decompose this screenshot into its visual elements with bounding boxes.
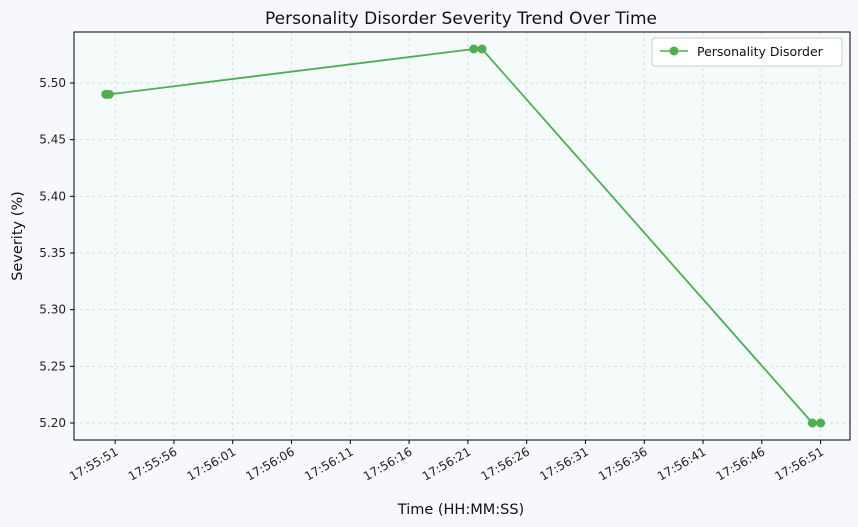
plot-frame xyxy=(73,31,851,441)
data-point xyxy=(816,418,826,428)
x-axis: 17:55:51 17:55:56 17:56:01 17:56:06 17:56:11… xyxy=(67,440,826,484)
y-tick-label: 5.35 xyxy=(39,246,66,260)
x-tick-label: 17:55:56 xyxy=(126,444,180,483)
y-axis: 5.20 5.25 5.30 5.35 5.40 5.45 5.50 xyxy=(39,76,74,430)
legend-label: Personality Disorder xyxy=(697,44,824,59)
x-tick-label: 17:56:31 xyxy=(537,444,591,483)
x-tick-label: 17:56:36 xyxy=(596,444,650,483)
x-tick-label: 17:56:26 xyxy=(478,444,532,483)
x-axis-title: Time (HH:MM:SS) xyxy=(397,502,524,518)
data-point xyxy=(477,44,487,54)
grid xyxy=(74,32,850,440)
y-tick-label: 5.30 xyxy=(39,303,66,317)
x-tick-label: 17:56:46 xyxy=(714,444,768,483)
data-point xyxy=(104,89,114,99)
series-layer xyxy=(101,44,826,428)
legend: Personality Disorder xyxy=(651,37,843,67)
y-tick-label: 5.45 xyxy=(39,133,66,147)
x-tick-label: 17:56:51 xyxy=(772,444,826,483)
y-tick-label: 5.40 xyxy=(39,189,66,203)
x-tick-label: 17:56:06 xyxy=(243,444,297,483)
plot-area xyxy=(74,32,850,440)
chart-title: Personality Disorder Severity Trend Over… xyxy=(265,9,657,29)
x-tick-label: 17:55:51 xyxy=(67,444,121,483)
x-tick-label: 17:56:41 xyxy=(655,444,709,483)
legend-box xyxy=(651,37,843,67)
x-tick-label: 17:56:16 xyxy=(361,444,415,483)
y-tick-label: 5.50 xyxy=(39,76,66,90)
y-tick-label: 5.25 xyxy=(39,359,66,373)
data-point xyxy=(469,44,479,54)
data-point xyxy=(807,418,817,428)
x-tick-label: 17:56:21 xyxy=(420,444,474,483)
x-tick-label: 17:56:01 xyxy=(185,444,239,483)
y-axis-title: Severity (%) xyxy=(10,191,26,281)
x-tick-label: 17:56:11 xyxy=(302,444,356,483)
y-tick-label: 5.20 xyxy=(39,416,66,430)
legend-marker xyxy=(669,46,679,56)
